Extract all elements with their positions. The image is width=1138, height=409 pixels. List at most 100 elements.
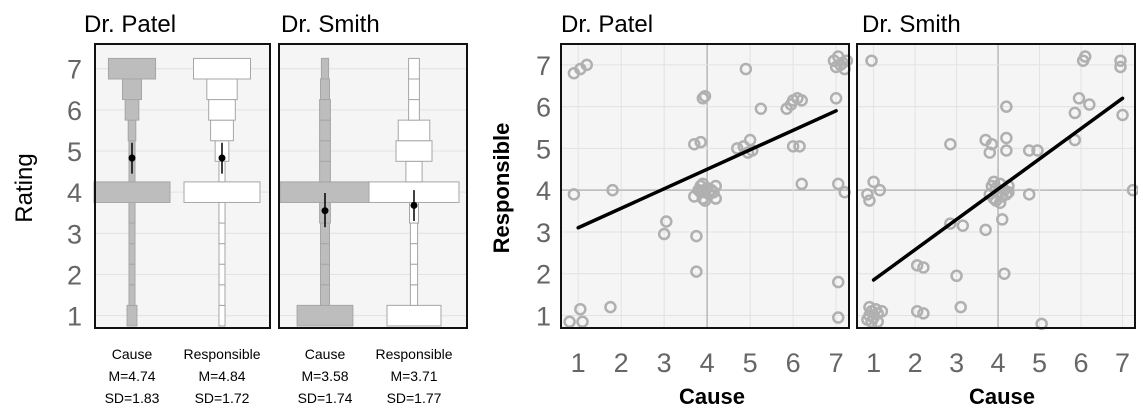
dist-panel-frame	[94, 43, 271, 329]
dist-bin-cause	[320, 263, 330, 286]
scatter-point	[1072, 92, 1086, 105]
dist-bin-responsible	[193, 57, 251, 80]
dist-bin-responsible	[408, 78, 420, 101]
scatter-point	[863, 300, 876, 314]
scatter-point	[832, 177, 845, 191]
x-tick-label: 1	[571, 348, 586, 378]
x-tick-label: 5	[1032, 348, 1047, 378]
dist-bin-responsible	[409, 263, 419, 286]
sd-label-responsible-smith: SD=1.77	[387, 390, 442, 406]
scatter-point	[660, 215, 673, 228]
scatter-panel-title-patel: Dr. Patel	[561, 11, 653, 38]
cause-axis-title-patel: Cause	[679, 384, 745, 409]
dist-bin-cause	[128, 201, 136, 224]
scatter-point	[1114, 54, 1127, 67]
scatter-point	[863, 194, 876, 207]
scatter-point	[983, 146, 997, 159]
dist-bin-responsible	[218, 263, 226, 286]
dist-bin-cause	[296, 304, 354, 327]
rating-axis-title: Rating	[11, 153, 38, 222]
scatter-point	[567, 188, 581, 201]
dist-bin-cause	[320, 284, 330, 306]
dist-bin-responsible	[408, 57, 420, 80]
scatter-point	[1083, 98, 1096, 111]
x-tick-label: 6	[786, 348, 801, 378]
x-tick-label: 7	[1115, 348, 1130, 378]
scatter-point	[1000, 100, 1013, 113]
scatter-point	[1000, 144, 1013, 157]
scatter-point	[865, 315, 878, 328]
mean-point-cause	[321, 207, 329, 215]
dist-bin-responsible	[409, 222, 419, 245]
dist-bin-cause	[127, 119, 137, 142]
mean-label-responsible-patel: M=4.84	[198, 368, 245, 384]
dist-bin-responsible	[218, 304, 226, 327]
scatter-point	[730, 142, 744, 155]
scatter-point	[832, 311, 845, 324]
scatter-point	[871, 307, 884, 320]
scatter-point	[1068, 106, 1082, 120]
y-tick-label: 6	[536, 93, 551, 123]
mean-label-responsible-smith: M=3.71	[390, 368, 437, 384]
x-tick-label: 2	[908, 348, 923, 378]
regression-line	[576, 109, 838, 230]
scatter-point	[574, 302, 587, 316]
scatter-point	[698, 89, 712, 103]
mean-label-cause-patel: M=4.74	[108, 368, 155, 384]
sd-label-cause-smith: SD=1.74	[298, 390, 353, 406]
scatter-point	[829, 92, 843, 105]
scatter-point	[786, 140, 800, 153]
category-label-cause-patel: Cause	[112, 346, 153, 362]
x-tick-label: 3	[949, 348, 964, 378]
dist-bin-cause	[128, 263, 136, 286]
dist-bin-responsible	[218, 222, 226, 245]
sd-label-cause-patel: SD=1.83	[105, 390, 160, 406]
y-tick-label: 3	[536, 218, 551, 248]
scatter-point	[979, 223, 992, 237]
scatter-point	[739, 62, 753, 76]
scatter-point	[917, 307, 930, 320]
scatter-point	[1000, 131, 1013, 145]
x-tick-label: 4	[700, 348, 715, 378]
scatter-point	[987, 175, 1001, 189]
dist-bin-cause	[124, 99, 140, 121]
dist-bin-cause	[93, 181, 171, 203]
dist-bin-cause	[126, 304, 138, 327]
dist-bin-responsible	[397, 119, 431, 142]
dist-bin-cause	[122, 78, 142, 101]
scatter-point	[840, 54, 854, 67]
scatter-point	[754, 102, 768, 115]
scatter-point	[795, 177, 808, 191]
scatter-point	[910, 305, 924, 318]
scatter-point	[709, 179, 722, 193]
scatter-point	[694, 186, 707, 199]
dist-marks-smith	[279, 57, 460, 327]
dist-bin-cause	[319, 160, 331, 183]
dist-bin-responsible	[409, 284, 419, 306]
scatter-point	[707, 186, 720, 199]
dist-bin-responsible	[218, 243, 226, 265]
scatter-point	[1002, 186, 1015, 199]
dist-bin-responsible	[183, 181, 261, 203]
dist-bin-cause	[320, 57, 330, 80]
scatter-point	[1116, 108, 1129, 122]
y-tick-label: 4	[536, 176, 551, 206]
scatter-point	[657, 227, 671, 241]
mean-point-responsible	[410, 201, 418, 209]
dist-bin-cause	[107, 57, 157, 80]
scatter-point	[688, 137, 701, 151]
dist-panel-title-smith: Dr. Smith	[281, 11, 380, 38]
dist-bin-cause	[320, 243, 330, 265]
scatter-panel-title-smith: Dr. Smith	[862, 11, 961, 38]
scatter-point	[995, 213, 1009, 226]
dist-bin-responsible	[206, 78, 238, 101]
stats-labels: Cause M=4.74 SD=1.83 Responsible M=4.84 …	[105, 346, 453, 406]
scatter-point	[563, 315, 576, 328]
scatter-point	[576, 315, 589, 328]
scatter-y-tick-labels: 1 2 3 4 5 6 7	[536, 51, 551, 332]
scatter-panel-frame	[560, 43, 850, 329]
scatter-point	[865, 54, 878, 67]
scatter-point	[1031, 144, 1044, 157]
scatter-point	[690, 265, 703, 278]
scatter-point	[696, 92, 710, 105]
